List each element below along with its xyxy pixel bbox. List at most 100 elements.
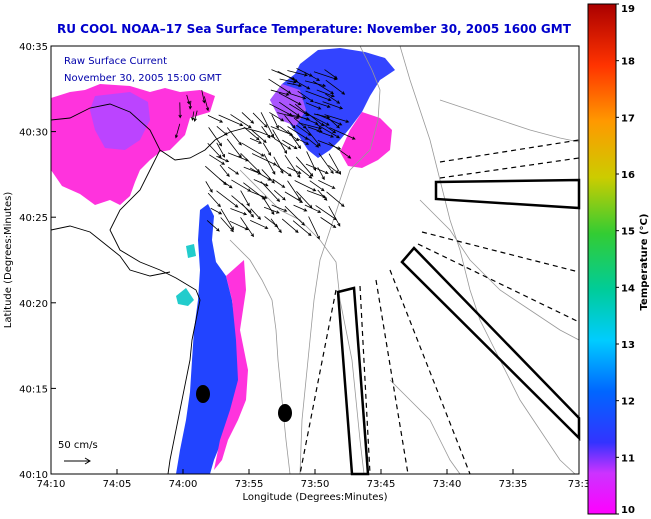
contour-line: [399, 45, 576, 475]
sst-coastal-magenta: [214, 260, 248, 470]
current-vector: [231, 179, 252, 192]
current-vector: [272, 178, 286, 188]
sst-coastal-strip: [176, 204, 242, 474]
current-vector: [188, 100, 193, 110]
contour-line: [419, 199, 580, 341]
current-vector: [287, 70, 308, 77]
current-vector: [240, 190, 250, 207]
current-vector: [273, 137, 292, 150]
current-vector: [328, 165, 339, 174]
current-vector: [207, 142, 222, 159]
x-tick-label: 73:45: [367, 479, 396, 490]
current-vector: [326, 191, 345, 207]
current-vector: [227, 166, 240, 175]
current-vector: [318, 153, 334, 175]
current-vector: [320, 217, 337, 228]
y-tick-label: 40:20: [19, 299, 48, 310]
buoy-marker: [278, 404, 292, 422]
current-vector: [316, 89, 335, 98]
current-vector: [209, 154, 226, 165]
current-vector: [260, 112, 274, 138]
x-tick-label: 73:55: [235, 479, 264, 490]
current-vector: [226, 127, 242, 146]
current-vector: [313, 113, 331, 119]
current-vector: [289, 93, 307, 100]
colorbar-tick-label: 10: [621, 505, 635, 516]
current-vector: [295, 80, 311, 90]
current-vector: [207, 115, 224, 123]
current-vector: [249, 137, 263, 144]
current-vector: [275, 164, 292, 177]
colorbar-tick-label: 14: [621, 283, 635, 294]
current-vector: [298, 115, 319, 125]
chart-title: RU COOL NOAA–17 Sea Surface Temperature:…: [57, 22, 572, 36]
current-vector: [295, 165, 313, 179]
colorbar-ticks: 10 11 12 13 14 15 16 17 18 19: [616, 3, 635, 516]
current-vector: [271, 204, 288, 212]
current-vector: [298, 122, 322, 130]
current-vector: [241, 112, 255, 124]
current-vector: [220, 208, 234, 231]
current-vector: [294, 103, 308, 115]
current-vector: [273, 190, 286, 201]
x-axis-ticks: 74:10 74:05 74:00 73:55 73:50 73:45 73:40 73:35…: [37, 469, 590, 490]
current-vector: [284, 154, 301, 179]
sst-field: [51, 48, 395, 474]
current-vector: [317, 167, 325, 181]
ship-lane: [417, 243, 580, 323]
coastline-segment: [50, 225, 171, 277]
current-vector: [226, 138, 242, 158]
current-vector: [324, 69, 338, 80]
x-tick-label: 73:50: [301, 479, 330, 490]
colorbar-tick-label: 15: [621, 227, 635, 238]
scale-label: 50 cm/s: [58, 440, 98, 451]
colorbar-tick-label: 16: [621, 170, 635, 181]
ship-lane: [299, 289, 337, 475]
contour-line: [299, 45, 381, 475]
current-vector: [250, 220, 269, 229]
contour-line: [229, 239, 291, 475]
current-vector: [262, 142, 272, 156]
current-vector: [297, 138, 310, 145]
coastline: [50, 103, 276, 475]
current-vector: [325, 79, 346, 95]
current-vector: [325, 93, 341, 104]
current-vector: [322, 101, 344, 110]
colorbar: [587, 3, 617, 515]
current-vector: [287, 82, 303, 88]
current-vector: [193, 110, 198, 122]
current-vector: [303, 71, 321, 81]
current-vector: [218, 178, 233, 189]
current-vector: [304, 127, 321, 147]
current-vector: [260, 181, 281, 203]
legend-current-date: November 30, 2005 15:00 GMT: [64, 73, 222, 84]
current-vector: [327, 117, 340, 129]
colorbar-tick-label: 13: [621, 340, 635, 351]
current-vector: [279, 125, 300, 142]
contour-line: [439, 99, 580, 143]
x-tick-label: 74:05: [103, 479, 132, 490]
current-vector: [216, 126, 228, 136]
colorbar-tick-label: 18: [621, 57, 635, 68]
colorbar-tick-label: 11: [621, 453, 635, 464]
current-vector: [268, 78, 292, 94]
colorbar-tick-label: 12: [621, 397, 635, 408]
current-vector: [207, 192, 221, 208]
current-vector: [210, 207, 223, 215]
current-vector: [178, 102, 182, 119]
x-tick-label: 74:10: [37, 479, 66, 490]
current-vector: [271, 114, 279, 129]
ship-lane: [359, 285, 371, 475]
current-vector: [273, 156, 284, 174]
colorbar-label: Temperature (°C): [639, 214, 650, 311]
current-vector: [293, 204, 308, 212]
x-tick-label: 73:3: [568, 479, 590, 490]
coastline-segment: [50, 103, 187, 285]
current-vector: [279, 78, 297, 84]
current-vector: [292, 220, 312, 237]
current-vector: [318, 180, 336, 189]
current-vector: [253, 179, 269, 187]
current-vectors: [174, 68, 356, 240]
current-vector: [317, 189, 328, 201]
ship-lane: [439, 157, 580, 179]
